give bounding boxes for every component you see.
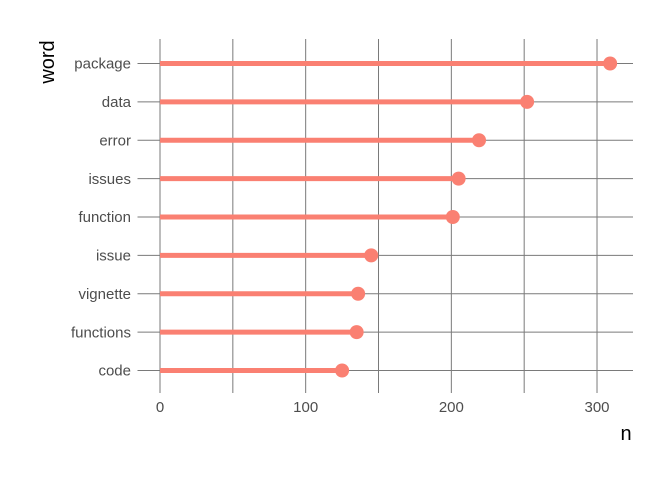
- y-tick-label-code: code: [98, 363, 131, 380]
- lollipop-dot-error: [472, 133, 487, 148]
- y-tick-label-package: package: [74, 56, 131, 73]
- y-tick-label-issue: issue: [96, 248, 131, 265]
- x-tick-label-200: 200: [439, 399, 464, 416]
- x-tick-label-0: 0: [156, 399, 164, 416]
- y-tick-label-function: function: [78, 209, 131, 226]
- lollipop-dot-issues: [451, 171, 466, 186]
- y-tick-label-functions: functions: [71, 324, 131, 341]
- lollipop-dot-functions: [349, 325, 364, 340]
- x-tick-label-300: 300: [584, 399, 609, 416]
- lollipop-dot-issue: [364, 248, 379, 263]
- lollipop-dot-code: [335, 363, 350, 378]
- lollipop-dot-package: [603, 56, 618, 71]
- lollipop-dot-function: [445, 210, 460, 224]
- y-tick-label-data: data: [102, 94, 132, 111]
- y-axis-title: word: [37, 40, 59, 84]
- x-axis-title: n: [620, 423, 632, 445]
- lollipop-dot-vignette: [351, 286, 366, 301]
- y-tick-label-issues: issues: [88, 171, 131, 188]
- x-tick-label-100: 100: [293, 399, 318, 416]
- y-tick-label-vignette: vignette: [78, 286, 131, 303]
- y-tick-label-error: error: [99, 132, 131, 149]
- lollipop-dot-data: [520, 94, 535, 109]
